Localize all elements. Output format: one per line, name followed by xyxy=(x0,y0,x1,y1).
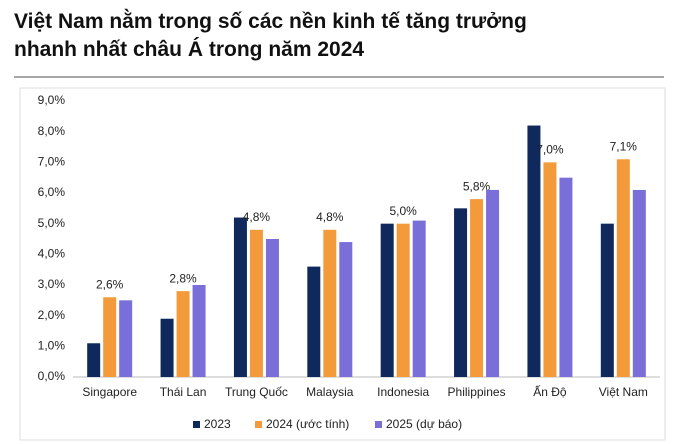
bar xyxy=(339,242,353,377)
x-tick-label: Singapore xyxy=(82,385,137,399)
y-tick-label: 2,0% xyxy=(38,308,66,322)
bar xyxy=(307,266,321,377)
data-label: 4,8% xyxy=(316,210,344,224)
data-label: 2,6% xyxy=(96,277,124,291)
data-label: 7,0% xyxy=(536,143,564,157)
y-tick-label: 7,0% xyxy=(38,155,66,169)
bar xyxy=(160,318,174,377)
x-tick-label: Malaysia xyxy=(306,385,354,399)
x-tick-label: Trung Quốc xyxy=(225,385,288,399)
legend-label: 2024 (ước tính) xyxy=(266,417,349,431)
bar xyxy=(632,189,646,377)
y-tick-label: 6,0% xyxy=(38,185,66,199)
x-tick-label: Indonesia xyxy=(377,385,429,399)
y-tick-label: 3,0% xyxy=(38,277,66,291)
bar xyxy=(470,199,484,377)
legend-label: 2025 (dự báo) xyxy=(386,417,462,431)
x-tick-label: Philippines xyxy=(448,385,506,399)
bar xyxy=(323,229,337,377)
y-tick-label: 1,0% xyxy=(38,339,66,353)
legend-swatch xyxy=(255,421,262,428)
bar xyxy=(527,125,541,378)
bar xyxy=(87,343,101,377)
bar xyxy=(192,285,206,377)
bar xyxy=(265,239,279,377)
chart-frame xyxy=(19,87,666,441)
y-tick-label: 5,0% xyxy=(38,216,66,230)
bar xyxy=(119,300,133,377)
bar xyxy=(454,208,468,377)
data-label: 4,8% xyxy=(243,210,271,224)
y-tick-label: 9,0% xyxy=(38,93,66,107)
chart-title: Việt Nam nằm trong số các nền kinh tế tă… xyxy=(14,9,527,33)
data-label: 2,8% xyxy=(169,271,197,285)
bar xyxy=(103,297,117,377)
x-tick-label: Ấn Độ xyxy=(533,384,567,399)
legend-swatch xyxy=(193,421,200,428)
data-label: 5,8% xyxy=(463,179,491,193)
x-tick-label: Việt Nam xyxy=(599,385,648,399)
bar xyxy=(616,159,630,377)
y-tick-label: 4,0% xyxy=(38,247,66,261)
data-label: 5,0% xyxy=(390,204,418,218)
bar xyxy=(412,220,426,377)
y-tick-label: 0,0% xyxy=(38,369,66,383)
x-tick-label: Thái Lan xyxy=(160,385,207,399)
bar xyxy=(396,223,410,377)
bar xyxy=(176,291,190,377)
bar xyxy=(543,162,557,377)
legend-label: 2023 xyxy=(204,417,231,431)
bar xyxy=(559,177,573,377)
legend-swatch xyxy=(375,421,382,428)
bar xyxy=(249,229,263,377)
bar xyxy=(233,217,247,377)
chart-title: nhanh nhất châu Á trong năm 2024 xyxy=(14,38,364,61)
data-label: 7,1% xyxy=(610,139,638,153)
bar xyxy=(380,223,394,377)
y-tick-label: 8,0% xyxy=(38,124,66,138)
bar xyxy=(486,189,500,377)
bar xyxy=(600,223,614,377)
